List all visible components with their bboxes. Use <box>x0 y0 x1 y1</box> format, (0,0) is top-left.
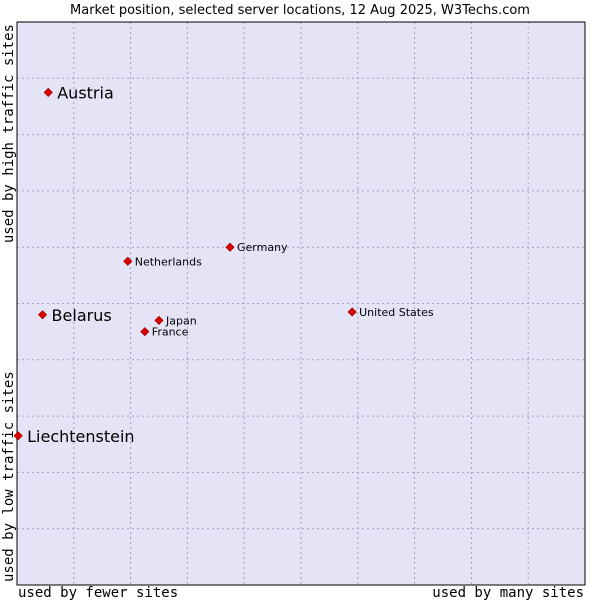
point-label: France <box>152 326 189 339</box>
point-marker <box>225 242 235 252</box>
x-axis-label-right: used by many sites <box>432 585 584 600</box>
point-marker <box>347 307 357 317</box>
point-france: France <box>140 326 189 339</box>
point-marker <box>123 256 133 266</box>
point-label: United States <box>359 306 434 319</box>
point-austria: Austria <box>43 83 114 102</box>
point-label: Germany <box>237 241 288 254</box>
point-label: Japan <box>165 314 197 327</box>
x-axis-label-left: used by fewer sites <box>18 585 178 600</box>
point-netherlands: Netherlands <box>123 255 202 268</box>
point-label: Netherlands <box>135 255 202 268</box>
point-marker <box>140 327 150 337</box>
point-marker <box>43 87 53 97</box>
point-label: Belarus <box>52 306 112 325</box>
grid-lines <box>17 22 585 585</box>
y-axis-label-top: used by high traffic sites <box>1 24 17 243</box>
point-united-states: United States <box>347 306 434 319</box>
chart-title: Market position, selected server locatio… <box>70 3 530 18</box>
point-label: Austria <box>57 83 114 102</box>
plot-frame <box>16 21 586 586</box>
point-japan: Japan <box>154 314 197 327</box>
point-germany: Germany <box>225 241 288 254</box>
point-belarus: Belarus <box>37 306 112 325</box>
data-points: Austria Belarus Liechtenstein Netherlands Ge… <box>13 83 434 446</box>
point-marker <box>154 315 164 325</box>
point-marker <box>13 431 23 441</box>
point-liechtenstein: Liechtenstein <box>13 427 135 446</box>
point-label: Liechtenstein <box>27 427 134 446</box>
y-axis-label-bottom: used by low traffic sites <box>1 371 17 582</box>
point-marker <box>37 310 48 320</box>
